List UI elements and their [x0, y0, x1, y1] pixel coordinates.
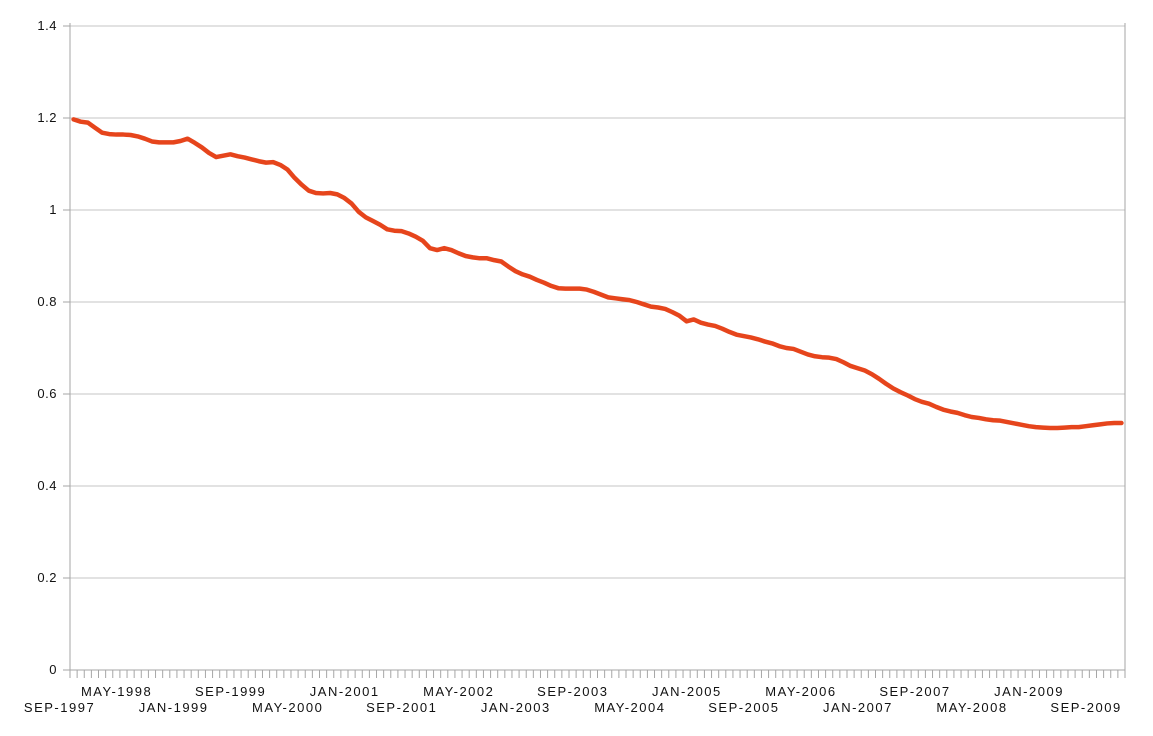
x-tick-label: SEP-1999 [195, 684, 266, 699]
x-tick-label: MAY-2004 [594, 700, 665, 715]
x-tick-label: MAY-2002 [423, 684, 494, 699]
x-tick-label: MAY-2006 [765, 684, 836, 699]
x-tick-label: JAN-2005 [652, 684, 722, 699]
x-tick-label: SEP-1997 [24, 700, 95, 715]
x-tick-label: SEP-2003 [537, 684, 608, 699]
y-tick-label: 0 [49, 662, 57, 677]
x-tick-label: JAN-2001 [310, 684, 380, 699]
y-tick-label: 1.2 [37, 110, 57, 125]
x-tick-label: SEP-2001 [366, 700, 437, 715]
y-tick-label: 0.4 [37, 478, 57, 493]
x-tick-label: SEP-2007 [879, 684, 950, 699]
x-tick-label: SEP-2009 [1050, 700, 1121, 715]
data-line-series [71, 117, 1124, 431]
y-tick-label: 0.8 [37, 294, 57, 309]
y-tick-label: 1 [49, 202, 57, 217]
y-tick-label: 1.4 [37, 18, 57, 33]
x-tick-label: JAN-1999 [139, 700, 209, 715]
x-tick-label: JAN-2003 [481, 700, 551, 715]
x-tick-label: MAY-1998 [81, 684, 152, 699]
y-tick-label: 0.2 [37, 570, 57, 585]
y-tick-label: 0.6 [37, 386, 57, 401]
x-tick-label: MAY-2008 [936, 700, 1007, 715]
x-tick-label: MAY-2000 [252, 700, 323, 715]
x-tick-label: JAN-2009 [994, 684, 1064, 699]
x-tick-label: SEP-2005 [708, 700, 779, 715]
x-tick-label: JAN-2007 [823, 700, 893, 715]
